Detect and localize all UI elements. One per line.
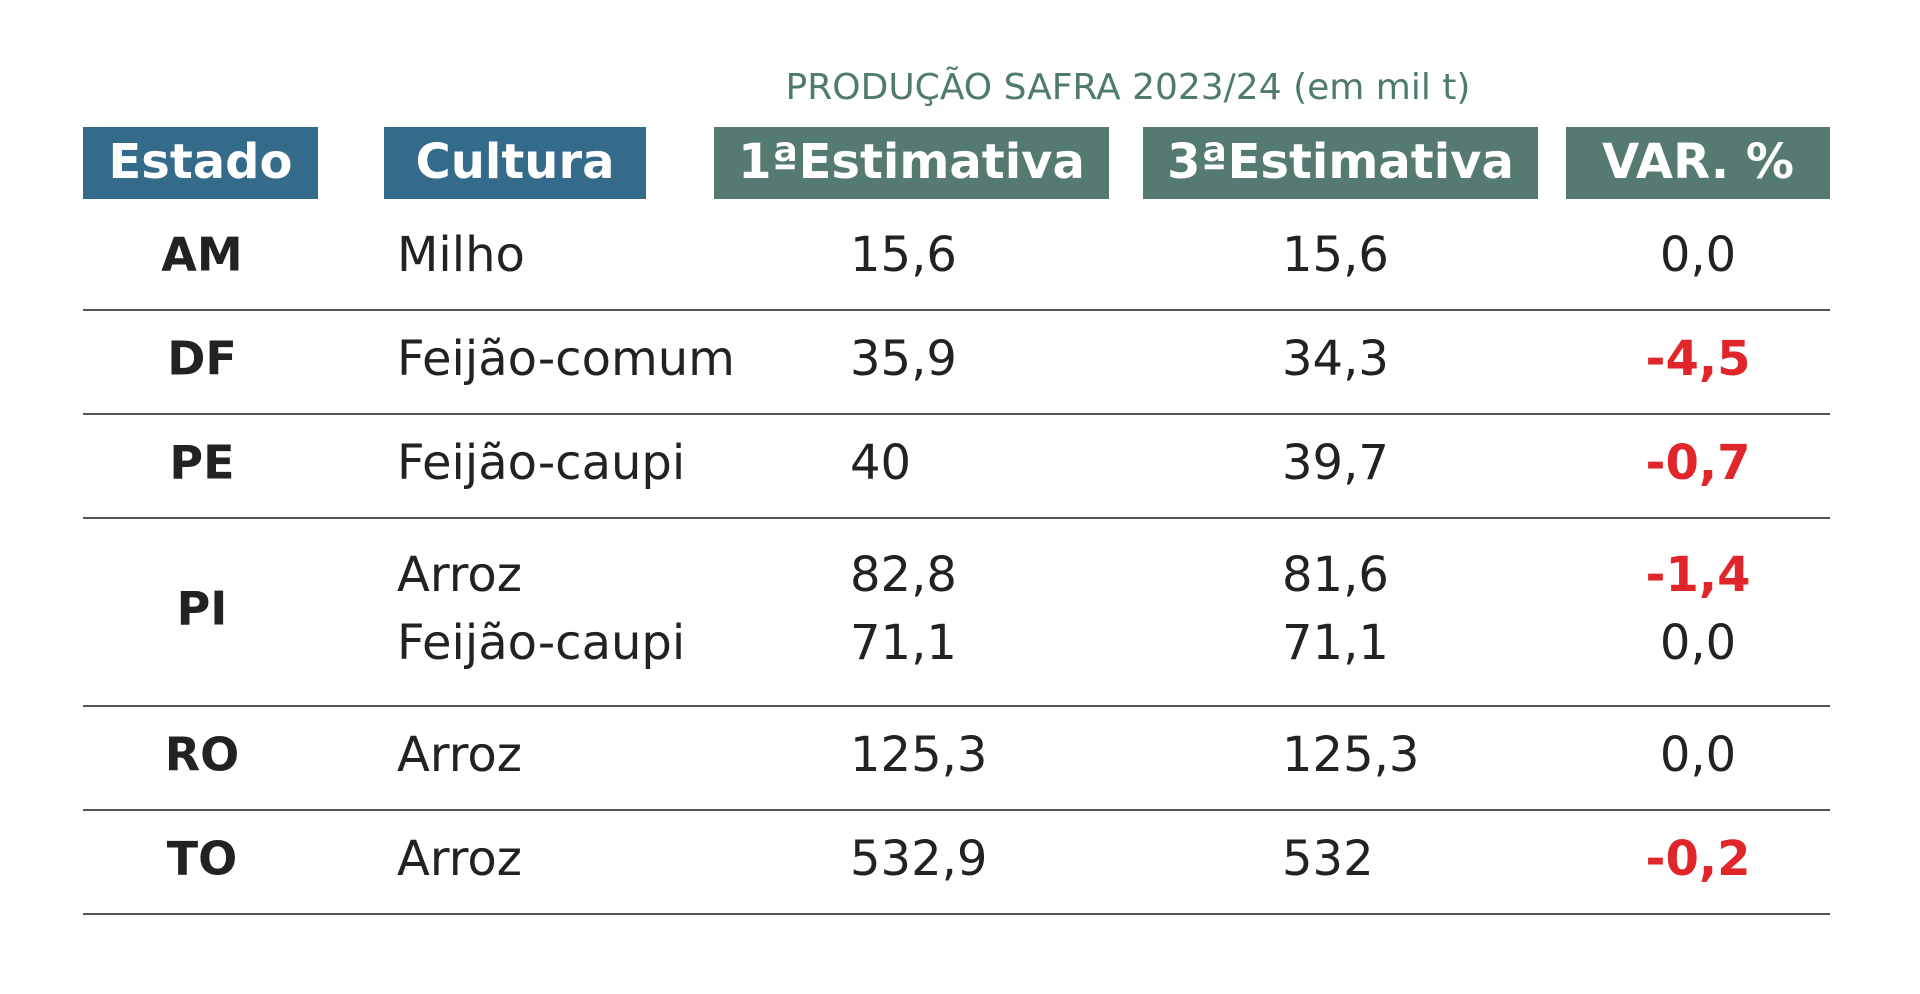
header-label: 3ªEstimativa bbox=[1167, 134, 1514, 190]
header-cell bbox=[1566, 127, 1830, 199]
value: 15,6 bbox=[1282, 227, 1389, 283]
value: 81,6 bbox=[1282, 547, 1389, 603]
value: 0,0 bbox=[1660, 727, 1736, 783]
value: 71,1 bbox=[850, 615, 957, 671]
state: AM bbox=[161, 228, 242, 282]
state: DF bbox=[167, 332, 237, 386]
value: 125,3 bbox=[1282, 727, 1419, 783]
state: RO bbox=[165, 728, 240, 782]
value: 532,9 bbox=[850, 831, 987, 887]
value: -0,7 bbox=[1646, 435, 1751, 491]
super-header: PRODUÇÃO SAFRA 2023/24 (em mil t) bbox=[786, 66, 1471, 108]
header-label: Cultura bbox=[415, 134, 614, 190]
crop: Feijão-caupi bbox=[397, 615, 685, 671]
state: TO bbox=[167, 832, 237, 886]
value: 0,0 bbox=[1660, 615, 1736, 671]
header-cell bbox=[714, 127, 1109, 199]
value: 82,8 bbox=[850, 547, 957, 603]
header-label: Estado bbox=[108, 134, 292, 190]
crop: Feijão-caupi bbox=[397, 435, 685, 491]
header-label: VAR. % bbox=[1602, 134, 1794, 190]
value: 39,7 bbox=[1282, 435, 1389, 491]
state: PI bbox=[177, 582, 228, 636]
value: -4,5 bbox=[1646, 331, 1751, 387]
header-cell bbox=[1143, 127, 1538, 199]
value: 35,9 bbox=[850, 331, 957, 387]
value: -1,4 bbox=[1646, 547, 1751, 603]
crop: Milho bbox=[397, 227, 525, 283]
value: 532 bbox=[1282, 831, 1374, 887]
value: 34,3 bbox=[1282, 331, 1389, 387]
state: PE bbox=[169, 436, 234, 490]
value: -0,2 bbox=[1646, 831, 1751, 887]
value: 0,0 bbox=[1660, 227, 1736, 283]
value: 125,3 bbox=[850, 727, 987, 783]
crop: Feijão-comum bbox=[397, 331, 735, 387]
crop: Arroz bbox=[397, 727, 522, 783]
crop: Arroz bbox=[397, 831, 522, 887]
header-cell bbox=[83, 127, 318, 199]
value: 40 bbox=[850, 435, 911, 491]
crop: Arroz bbox=[397, 547, 522, 603]
header-cell bbox=[384, 127, 646, 199]
header-label: 1ªEstimativa bbox=[738, 134, 1085, 190]
value: 15,6 bbox=[850, 227, 957, 283]
value: 71,1 bbox=[1282, 615, 1389, 671]
